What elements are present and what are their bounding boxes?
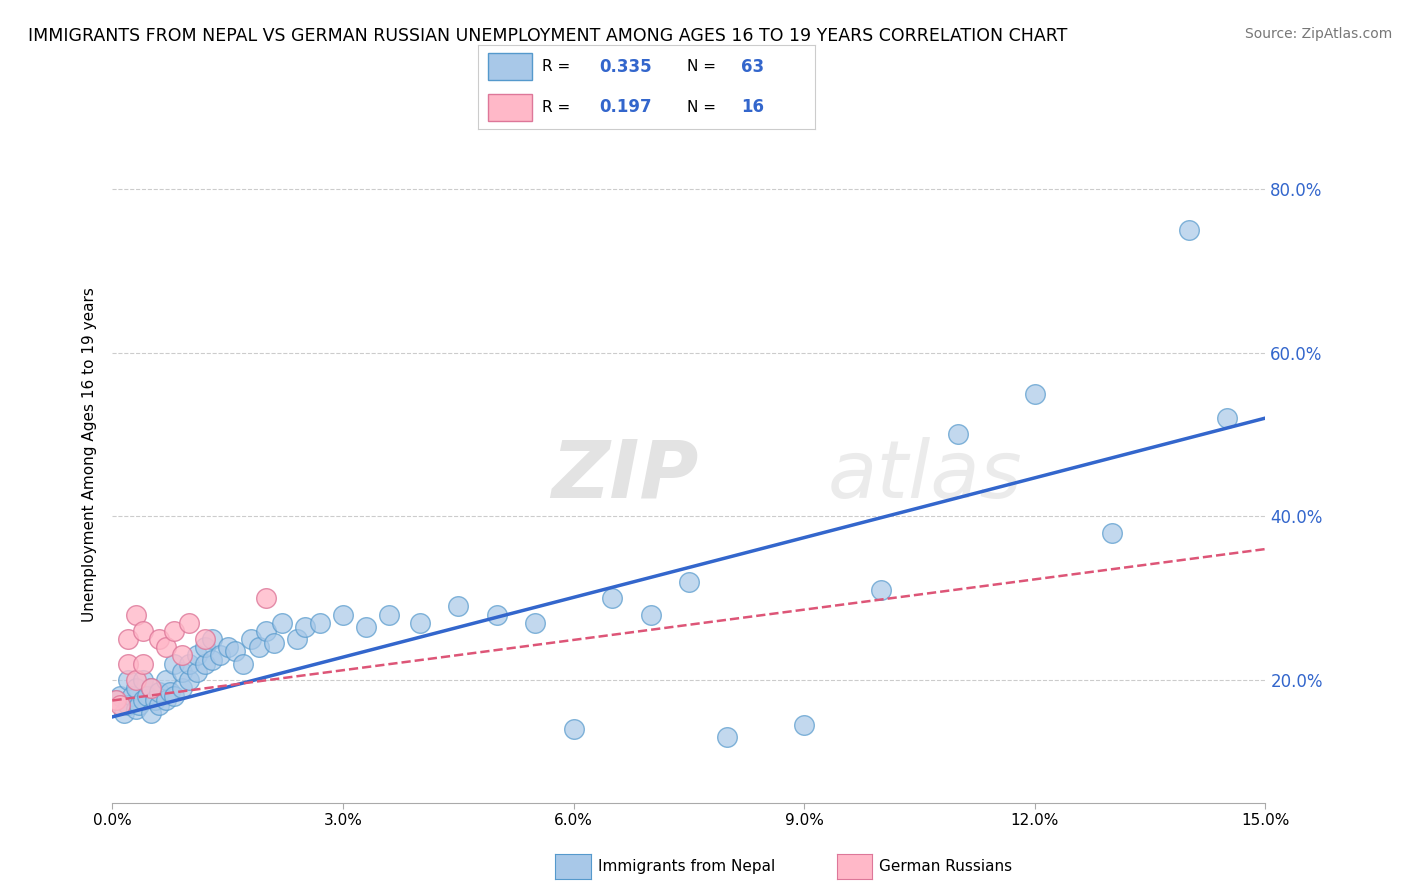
Text: ZIP: ZIP bbox=[551, 437, 697, 515]
Point bbox=[1216, 411, 1239, 425]
Point bbox=[239, 632, 262, 646]
Point bbox=[148, 698, 170, 712]
Point bbox=[354, 620, 377, 634]
Point bbox=[124, 701, 146, 715]
Point bbox=[1024, 386, 1046, 401]
Point bbox=[132, 657, 155, 671]
Point bbox=[124, 681, 146, 696]
Point bbox=[139, 681, 162, 696]
Point bbox=[194, 632, 217, 646]
Point bbox=[201, 652, 224, 666]
Text: R =: R = bbox=[543, 59, 575, 74]
Point bbox=[254, 624, 277, 638]
Point bbox=[270, 615, 292, 630]
Y-axis label: Unemployment Among Ages 16 to 19 years: Unemployment Among Ages 16 to 19 years bbox=[82, 287, 97, 623]
Point bbox=[1177, 223, 1199, 237]
Text: Source: ZipAtlas.com: Source: ZipAtlas.com bbox=[1244, 27, 1392, 41]
Point bbox=[524, 615, 547, 630]
Point bbox=[159, 685, 181, 699]
Point bbox=[139, 706, 162, 720]
Point bbox=[155, 693, 177, 707]
Point bbox=[179, 673, 201, 687]
Point bbox=[117, 632, 139, 646]
Point bbox=[793, 718, 815, 732]
Text: N =: N = bbox=[688, 59, 721, 74]
Point bbox=[170, 681, 193, 696]
Point bbox=[201, 632, 224, 646]
Point bbox=[716, 731, 738, 745]
Point bbox=[194, 640, 217, 655]
Point bbox=[124, 673, 146, 687]
Point bbox=[263, 636, 285, 650]
Point bbox=[170, 665, 193, 679]
Point bbox=[132, 693, 155, 707]
Point bbox=[254, 591, 277, 606]
Point bbox=[117, 657, 139, 671]
Point bbox=[132, 624, 155, 638]
Point bbox=[285, 632, 308, 646]
Point bbox=[600, 591, 623, 606]
Bar bbox=[488, 94, 531, 120]
Point bbox=[136, 690, 159, 704]
Point bbox=[232, 657, 254, 671]
Point bbox=[186, 665, 208, 679]
Point bbox=[409, 615, 432, 630]
Point bbox=[179, 615, 201, 630]
Point bbox=[194, 657, 217, 671]
Point bbox=[294, 620, 316, 634]
Point bbox=[124, 607, 146, 622]
Point bbox=[640, 607, 662, 622]
Point bbox=[217, 640, 239, 655]
Text: R =: R = bbox=[543, 100, 575, 115]
Point bbox=[117, 698, 139, 712]
Point bbox=[309, 615, 332, 630]
Text: German Russians: German Russians bbox=[879, 859, 1012, 873]
Text: 0.197: 0.197 bbox=[599, 98, 652, 116]
Point bbox=[148, 632, 170, 646]
Point bbox=[121, 690, 143, 704]
Point bbox=[163, 690, 186, 704]
Point bbox=[247, 640, 270, 655]
Point bbox=[117, 673, 139, 687]
Point bbox=[105, 693, 128, 707]
Point bbox=[132, 673, 155, 687]
Point bbox=[108, 690, 131, 704]
Point bbox=[946, 427, 969, 442]
Point bbox=[139, 681, 162, 696]
Point bbox=[186, 648, 208, 663]
Text: 63: 63 bbox=[741, 58, 765, 76]
Text: 16: 16 bbox=[741, 98, 765, 116]
Point bbox=[163, 657, 186, 671]
Text: IMMIGRANTS FROM NEPAL VS GERMAN RUSSIAN UNEMPLOYMENT AMONG AGES 16 TO 19 YEARS C: IMMIGRANTS FROM NEPAL VS GERMAN RUSSIAN … bbox=[28, 27, 1067, 45]
Point bbox=[678, 574, 700, 589]
Point bbox=[170, 648, 193, 663]
Point bbox=[128, 698, 150, 712]
Point bbox=[143, 693, 166, 707]
Point bbox=[378, 607, 401, 622]
Point bbox=[447, 599, 470, 614]
Point bbox=[224, 644, 246, 658]
Point bbox=[562, 722, 585, 736]
Point bbox=[485, 607, 508, 622]
Point bbox=[112, 706, 135, 720]
Point bbox=[209, 648, 232, 663]
Point bbox=[1101, 525, 1123, 540]
Point bbox=[870, 582, 893, 597]
Point bbox=[108, 698, 131, 712]
Text: atlas: atlas bbox=[827, 437, 1022, 515]
Point bbox=[163, 624, 186, 638]
Text: N =: N = bbox=[688, 100, 721, 115]
Point bbox=[332, 607, 354, 622]
Text: Immigrants from Nepal: Immigrants from Nepal bbox=[598, 859, 775, 873]
Bar bbox=[488, 54, 531, 80]
Point bbox=[105, 693, 128, 707]
Point bbox=[155, 673, 177, 687]
Text: 0.335: 0.335 bbox=[599, 58, 652, 76]
Point bbox=[179, 657, 201, 671]
Point bbox=[155, 640, 177, 655]
Point bbox=[148, 685, 170, 699]
